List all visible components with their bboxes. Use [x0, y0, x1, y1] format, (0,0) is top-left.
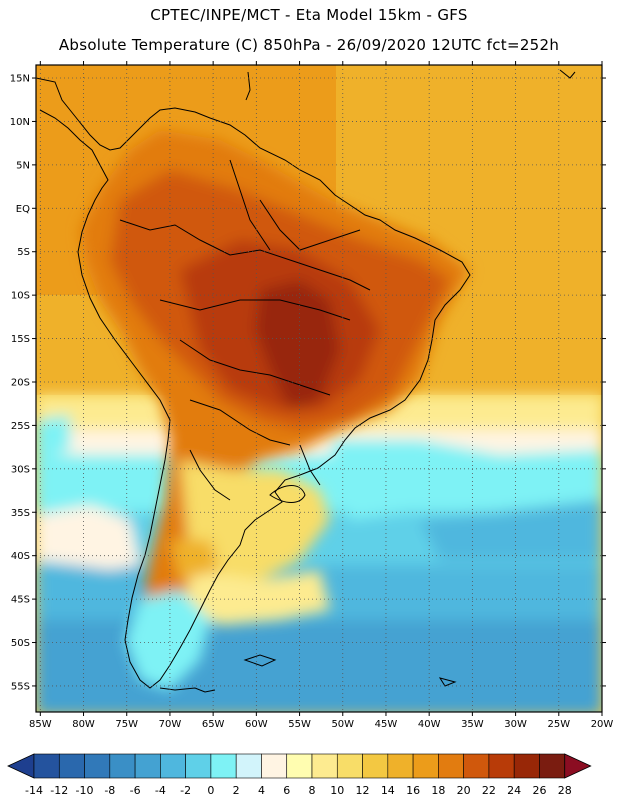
- lat-tick-label: 50S: [11, 638, 30, 649]
- colorbar-label: 0: [207, 784, 214, 797]
- colorbar-swatch: [261, 753, 288, 779]
- colorbar-label: -14: [25, 784, 43, 797]
- colorbar-swatch: [33, 753, 60, 779]
- lon-tick-label: 55W: [288, 719, 311, 730]
- colorbar-swatch: [336, 753, 363, 779]
- lon-tick-label: 20W: [591, 719, 614, 730]
- lon-tick-label: 80W: [72, 719, 95, 730]
- colorbar-label: -12: [50, 784, 68, 797]
- colorbar-swatch: [412, 753, 439, 779]
- colorbar-swatch: [134, 753, 161, 779]
- lat-tick-label: 5N: [16, 160, 30, 171]
- colorbar-high-arrow: [564, 753, 592, 779]
- colorbar-swatch: [210, 753, 237, 779]
- colorbar-swatch: [311, 753, 338, 779]
- colorbar-label: 22: [482, 784, 496, 797]
- lon-tick-label: 60W: [245, 719, 268, 730]
- lat-tick-label: 40S: [11, 551, 30, 562]
- lat-tick-label: 10S: [11, 291, 30, 302]
- latitude-axis: 15N 10N 5N EQ 5S 10S 15S 20S 25S 30S 35S 40S 45S 50S 5…: [10, 74, 606, 692]
- colorbar-swatch: [438, 753, 464, 779]
- colorbar-swatch: [488, 753, 515, 779]
- colorbar-low-arrow: [7, 753, 35, 779]
- lon-tick-label: 30W: [504, 719, 527, 730]
- lat-tick-label: 20S: [11, 377, 30, 388]
- lon-tick-label: 85W: [29, 719, 52, 730]
- lat-tick-label: EQ: [16, 204, 30, 215]
- lat-tick-label: 45S: [11, 595, 30, 606]
- lon-tick-label: 75W: [115, 719, 138, 730]
- colorbar-label: 10: [330, 784, 344, 797]
- lat-tick-label: 55S: [11, 681, 30, 692]
- colorbar-label: -6: [130, 784, 141, 797]
- lon-tick-label: 65W: [202, 719, 225, 730]
- title-line-1: CPTEC/INPE/MCT - Eta Model 15km - GFS: [150, 6, 468, 24]
- colorbar-swatch: [185, 753, 212, 779]
- colorbar-swatch: [160, 753, 186, 779]
- title-line-2: Absolute Temperature (C) 850hPa - 26/09/…: [58, 36, 560, 54]
- colorbar-label: -8: [104, 784, 115, 797]
- colorbar-swatch: [84, 753, 111, 779]
- colorbar-label: -10: [76, 784, 94, 797]
- colorbar-swatch: [58, 753, 85, 779]
- lat-tick-label: 15N: [10, 74, 30, 85]
- colorbar-swatch: [387, 753, 414, 779]
- colorbar-label: -4: [155, 784, 166, 797]
- colorbar-swatch: [513, 753, 540, 779]
- lon-tick-label: 40W: [418, 719, 441, 730]
- lat-tick-label: 30S: [11, 464, 30, 475]
- coastlines: [36, 69, 576, 693]
- colorbar-label: 4: [258, 784, 265, 797]
- lon-tick-label: 50W: [331, 719, 354, 730]
- colorbar-label: 6: [283, 784, 290, 797]
- temperature-field: [36, 65, 602, 712]
- lon-tick-label: 70W: [159, 719, 182, 730]
- colorbar-label: 8: [309, 784, 316, 797]
- colorbar-swatch: [539, 753, 566, 779]
- lon-tick-label: 35W: [461, 719, 484, 730]
- colorbar-label: 2: [233, 784, 240, 797]
- lat-tick-label: 15S: [11, 334, 30, 345]
- colorbar-swatch: [109, 753, 136, 779]
- colorbar-label: -2: [180, 784, 191, 797]
- lat-tick-label: 25S: [11, 421, 30, 432]
- map-frame: [35, 64, 603, 713]
- lat-tick-label: 35S: [11, 508, 30, 519]
- colorbar-label: 28: [558, 784, 572, 797]
- colorbar-label: 20: [457, 784, 471, 797]
- colorbar-label: 14: [381, 784, 395, 797]
- lon-tick-label: 25W: [547, 719, 570, 730]
- lat-tick-label: 5S: [17, 247, 30, 258]
- lat-tick-label: 10N: [10, 117, 30, 128]
- longitude-axis: 85W 80W 75W 70W 65W 60W 55W 50W 45W 40W 35W 30W 25W 2…: [29, 61, 613, 730]
- colorbar-swatch: [463, 753, 490, 779]
- colorbar-swatch: [235, 753, 262, 779]
- colorbar-label: 26: [532, 784, 546, 797]
- colorbar-label: 16: [406, 784, 420, 797]
- colorbar-label: 18: [431, 784, 445, 797]
- colorbar-label: 12: [356, 784, 370, 797]
- lon-tick-label: 45W: [375, 719, 398, 730]
- colorbar-label: 24: [507, 784, 521, 797]
- colorbar-swatch: [286, 753, 313, 779]
- colorbar-swatch: [362, 753, 389, 779]
- colorbar: -14 -12 -10 -8 -6 -4 -2 0 2 4 6 8 10 12 14 16 18 20 22 24 26…: [7, 753, 592, 797]
